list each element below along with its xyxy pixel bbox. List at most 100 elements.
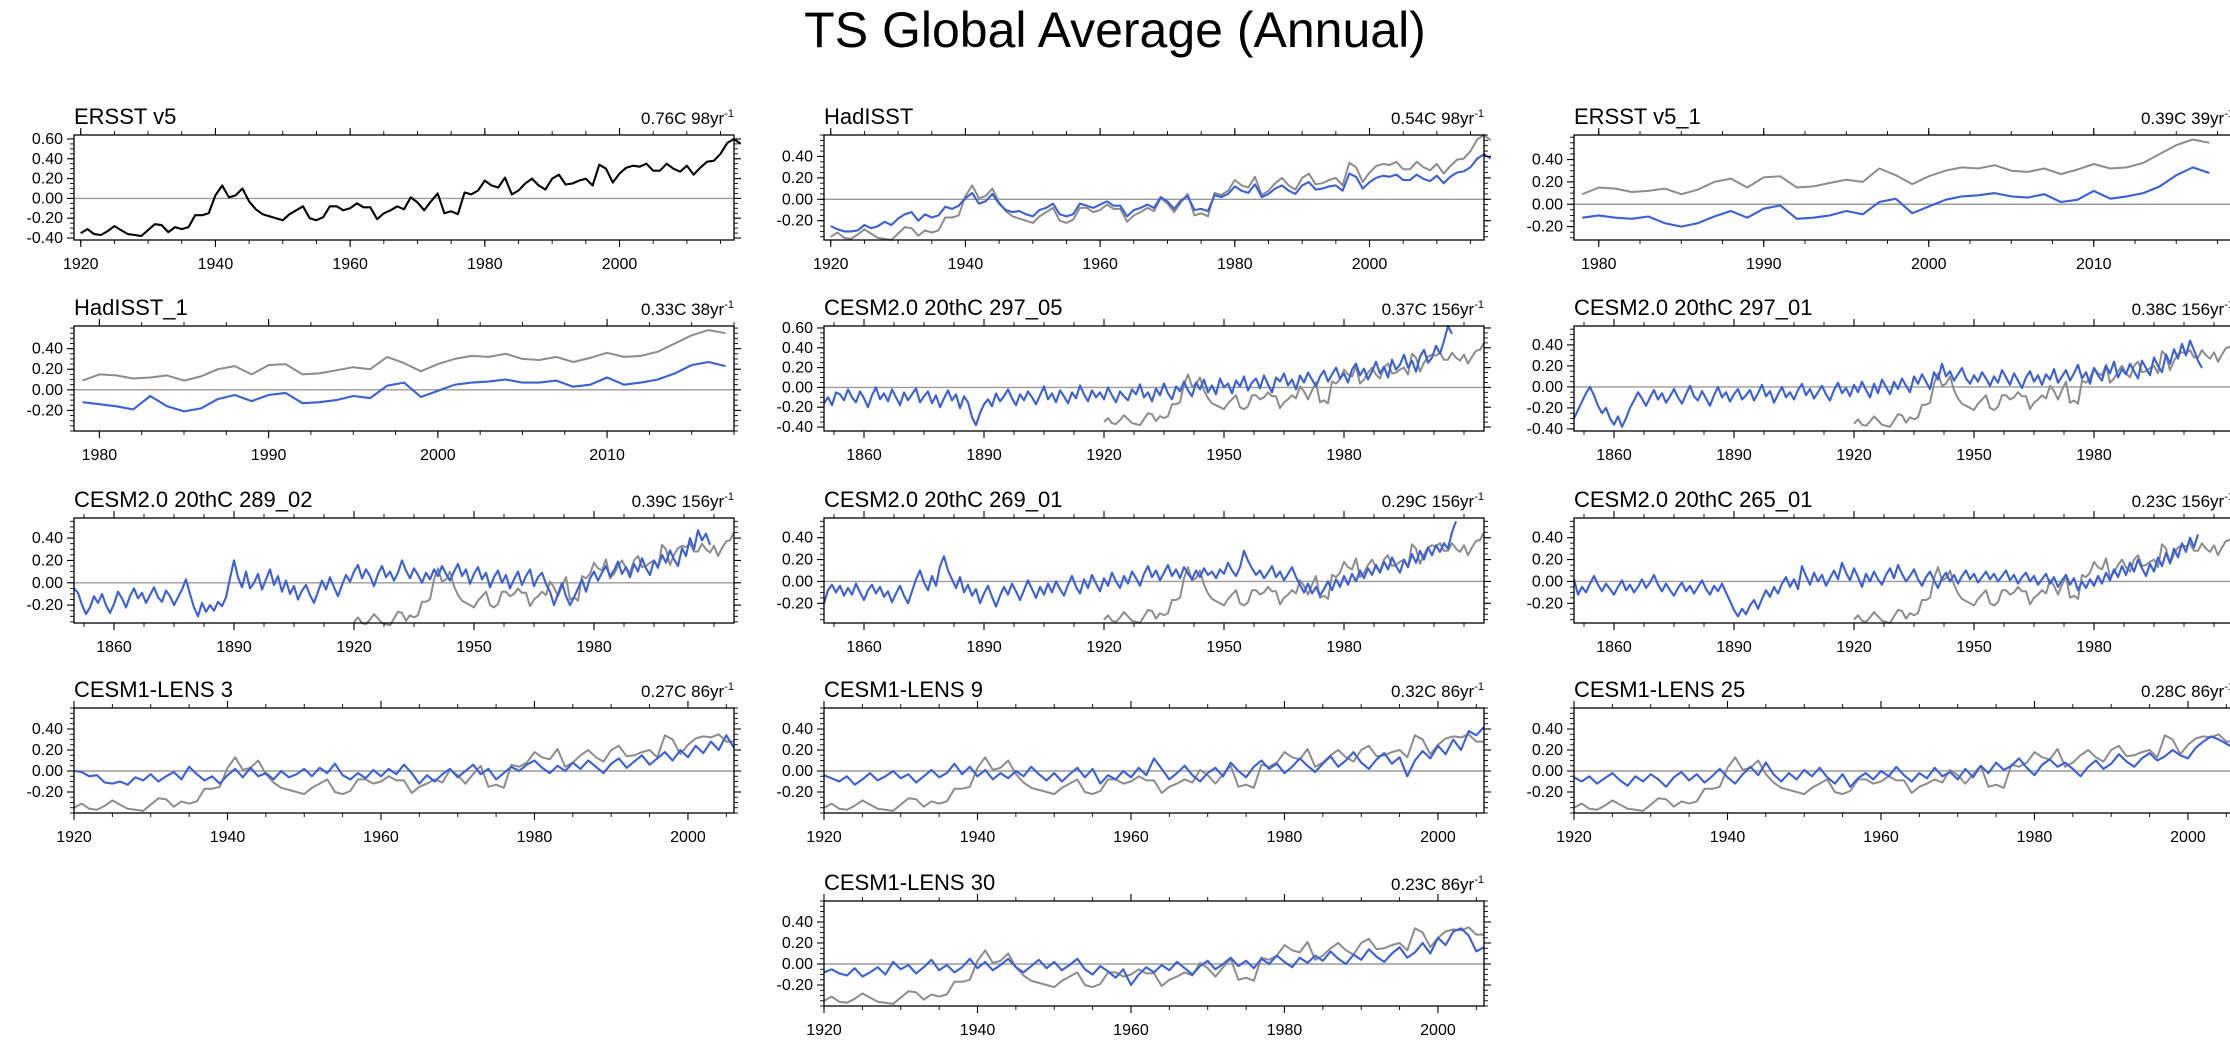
y-tick-label: -0.20	[1527, 595, 1564, 612]
panel-trend-label: 0.38C 156yr-1	[2132, 299, 2230, 319]
y-tick-label: 0.00	[782, 763, 813, 780]
plot-frame	[823, 134, 1485, 241]
y-tick-label: 0.20	[782, 360, 813, 377]
panel-chart-svg: CESM1-LENS 9 0.32C 86yr-1 -0.20 0.00 0.20 0.4…	[777, 677, 1491, 846]
panel-chart-svg: CESM2.0 20thC 269_01 0.29C 156yr-1 -0.20 0.…	[777, 487, 1491, 656]
panel-title: HadISST	[824, 104, 913, 129]
x-tick-label: 1950	[1206, 447, 1242, 464]
x-tick-label: 1920	[1086, 639, 1122, 656]
x-tick-label: 1950	[1956, 639, 1992, 656]
y-tick-label: 0.00	[782, 573, 813, 590]
x-tick-label: 1980	[1267, 829, 1303, 846]
panel-title: ERSST v5_1	[1574, 104, 1701, 129]
y-tick-label: 0.40	[32, 721, 63, 738]
y-tick-label: 0.40	[1532, 152, 1563, 169]
panel-title: CESM2.0 20thC 289_02	[74, 487, 313, 512]
y-tick-label: 0.40	[782, 340, 813, 357]
trend-exponent: -1	[1474, 874, 1484, 886]
y-tick-label: -0.20	[777, 977, 814, 994]
panel-cesm2-20thc-297-01: CESM2.0 20thC 297_01 0.38C 156yr-1 -0.40 -0…	[1527, 288, 2230, 478]
trend-exponent: -1	[1474, 108, 1484, 120]
panel-trend-label: 0.28C 86yr-1	[2141, 681, 2230, 701]
series-line-ersst-v5	[823, 926, 1484, 1005]
x-tick-label: 1860	[1596, 447, 1632, 464]
panel-title: CESM2.0 20thC 269_01	[824, 487, 1063, 512]
panel-title: CESM1-LENS 30	[824, 870, 995, 895]
y-tick-label: 0.40	[32, 341, 63, 358]
y-tick-label: 0.40	[782, 721, 813, 738]
trend-exponent: -1	[1474, 299, 1484, 311]
y-tick-label: -0.20	[777, 399, 814, 416]
x-tick-label: 1980	[1581, 256, 1617, 273]
y-tick-label: 0.40	[32, 151, 63, 168]
y-tick-label: -0.20	[777, 784, 814, 801]
y-tick-label: -0.40	[27, 230, 64, 247]
x-tick-label: 1980	[467, 256, 503, 273]
trend-exponent: -1	[724, 491, 734, 503]
trend-exponent: -1	[2224, 491, 2230, 503]
plot-frame	[823, 517, 1485, 624]
y-tick-label: 0.40	[782, 530, 813, 547]
series-line-cesm1-lens-9	[823, 726, 1485, 786]
y-tick-label: -0.20	[777, 213, 814, 230]
panel-trend-label: 0.54C 98yr-1	[1391, 108, 1484, 128]
y-tick-label: 0.00	[782, 191, 813, 208]
series-line-ersst-v5	[1103, 531, 1485, 624]
x-tick-label: 1860	[96, 639, 132, 656]
x-tick-label: 2000	[1420, 829, 1456, 846]
y-tick-label: 0.20	[782, 552, 813, 569]
panel-trend-label: 0.32C 86yr-1	[1391, 681, 1484, 701]
y-tick-label: 0.00	[1532, 573, 1563, 590]
y-tick-label: -0.20	[27, 402, 64, 419]
series-line-cesm2-0-20thc-269-01	[822, 520, 1457, 608]
x-tick-label: 1960	[1863, 829, 1899, 846]
trend-exponent: -1	[1474, 681, 1484, 693]
y-tick-label: 0.40	[782, 914, 813, 931]
panel-title: CESM2.0 20thC 265_01	[1574, 487, 1813, 512]
series-line-ersst-v5	[830, 134, 1492, 241]
panel-trend-label: 0.23C 156yr-1	[2132, 491, 2230, 511]
trend-exponent: -1	[2224, 681, 2230, 693]
y-tick-label: 0.20	[32, 361, 63, 378]
x-tick-label: 1960	[1113, 1022, 1149, 1039]
x-tick-label: 1960	[1113, 829, 1149, 846]
y-tick-label: 0.20	[782, 935, 813, 952]
x-tick-label: 1980	[1326, 639, 1362, 656]
x-tick-label: 1860	[846, 447, 882, 464]
panel-trend-label: 0.29C 156yr-1	[1382, 491, 1484, 511]
x-tick-label: 1920	[56, 829, 92, 846]
panel-chart-svg: CESM2.0 20thC 289_02 0.39C 156yr-1 -0.20 0.…	[27, 487, 741, 656]
y-tick-label: 0.40	[32, 530, 63, 547]
panel-cesm2-20thc-265-01: CESM2.0 20thC 265_01 0.23C 156yr-1 -0.20 0.…	[1527, 480, 2230, 670]
panel-trend-label: 0.23C 86yr-1	[1391, 874, 1484, 894]
y-tick-label: -0.40	[777, 419, 814, 436]
series-line-ersst-v5-1	[1582, 166, 2210, 228]
y-tick-label: 0.60	[32, 131, 63, 148]
series-line-ersst-v5	[353, 532, 735, 627]
y-tick-label: 0.00	[1532, 379, 1563, 396]
x-tick-label: 1960	[1082, 256, 1118, 273]
y-tick-label: 0.00	[1532, 196, 1563, 213]
panel-ersst-v5: ERSST v5 0.76C 98yr-1 -0.40 -0.20 0.00 0.20 0.…	[27, 97, 750, 287]
panel-cesm1-lens-3: CESM1-LENS 3 0.27C 86yr-1 -0.20 0.00 0.20 0.4…	[27, 670, 750, 860]
plot-frame	[1573, 707, 2230, 814]
panel-chart-svg: HadISST_1 0.33C 38yr-1 -0.20 0.00 0.20 0.40 19…	[27, 295, 741, 464]
y-tick-label: -0.20	[777, 595, 814, 612]
panel-title: CESM2.0 20thC 297_05	[824, 295, 1063, 320]
x-tick-label: 1940	[210, 829, 246, 846]
x-tick-label: 1920	[336, 639, 372, 656]
x-tick-label: 1890	[216, 639, 252, 656]
x-tick-label: 2010	[2076, 256, 2112, 273]
series-line-ersst-v5	[82, 329, 726, 382]
x-tick-label: 1920	[1556, 829, 1592, 846]
trend-value: 0.23C 86yr	[1391, 875, 1474, 894]
y-tick-label: 0.00	[782, 956, 813, 973]
figure-title: TS Global Average (Annual)	[804, 2, 1426, 58]
panel-chart-svg: CESM1-LENS 25 0.28C 86yr-1 -0.20 0.00 0.20 0.…	[1527, 677, 2230, 846]
panel-trend-label: 0.76C 98yr-1	[641, 108, 734, 128]
panel-chart-svg: CESM1-LENS 3 0.27C 86yr-1 -0.20 0.00 0.20 0.4…	[27, 677, 741, 846]
x-tick-label: 1950	[456, 639, 492, 656]
series-line-hadisst	[830, 153, 1492, 233]
panel-title: ERSST v5	[74, 104, 176, 129]
x-tick-label: 1890	[1716, 447, 1752, 464]
